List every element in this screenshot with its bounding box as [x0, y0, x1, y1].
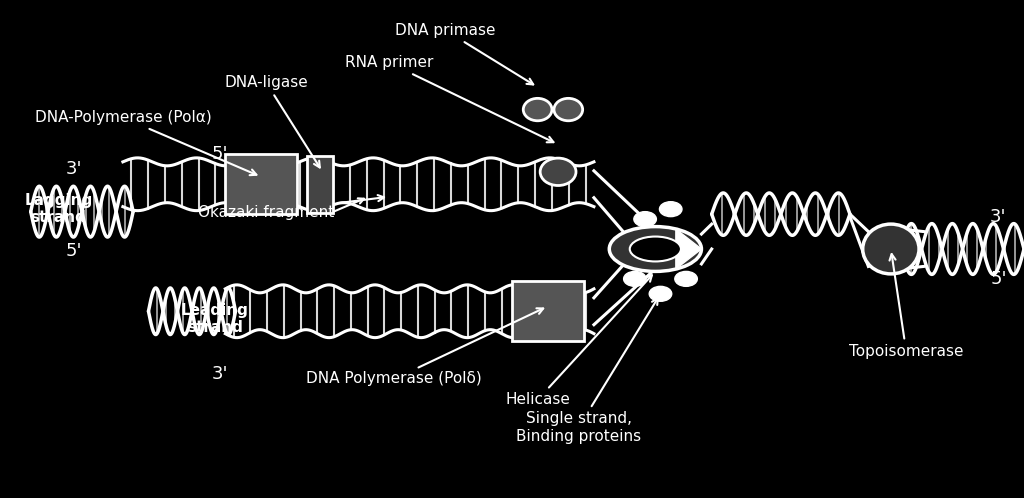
FancyBboxPatch shape — [225, 154, 297, 214]
Ellipse shape — [541, 158, 575, 185]
Text: 5': 5' — [212, 145, 228, 163]
Text: Topoisomerase: Topoisomerase — [849, 254, 964, 359]
Ellipse shape — [624, 271, 646, 286]
Text: DNA primase: DNA primase — [395, 23, 534, 85]
Text: Okazaki fragment: Okazaki fragment — [198, 195, 384, 220]
Ellipse shape — [862, 224, 920, 274]
Text: RNA primer: RNA primer — [345, 55, 554, 142]
Ellipse shape — [675, 271, 697, 286]
Text: DNA-ligase: DNA-ligase — [224, 75, 319, 167]
Circle shape — [630, 237, 681, 261]
Text: 3': 3' — [212, 365, 228, 382]
FancyBboxPatch shape — [307, 156, 333, 213]
Text: 5': 5' — [66, 243, 82, 260]
Circle shape — [609, 227, 701, 271]
Text: Leading
strand: Leading strand — [181, 302, 249, 335]
Polygon shape — [676, 229, 701, 269]
Text: DNA Polymerase (Polδ): DNA Polymerase (Polδ) — [306, 308, 543, 386]
Text: Lagging
strand: Lagging strand — [25, 193, 92, 226]
Text: Single strand,
Binding proteins: Single strand, Binding proteins — [516, 298, 657, 444]
Ellipse shape — [523, 99, 552, 121]
FancyBboxPatch shape — [512, 281, 584, 341]
Ellipse shape — [554, 99, 583, 121]
Ellipse shape — [659, 202, 682, 217]
Text: Helicase: Helicase — [505, 275, 652, 407]
Ellipse shape — [649, 286, 672, 301]
Text: 3': 3' — [66, 160, 82, 178]
Text: 3': 3' — [990, 208, 1007, 226]
Text: DNA-Polymerase (Polα): DNA-Polymerase (Polα) — [35, 110, 256, 175]
Text: 5': 5' — [990, 270, 1007, 288]
Ellipse shape — [634, 212, 656, 227]
